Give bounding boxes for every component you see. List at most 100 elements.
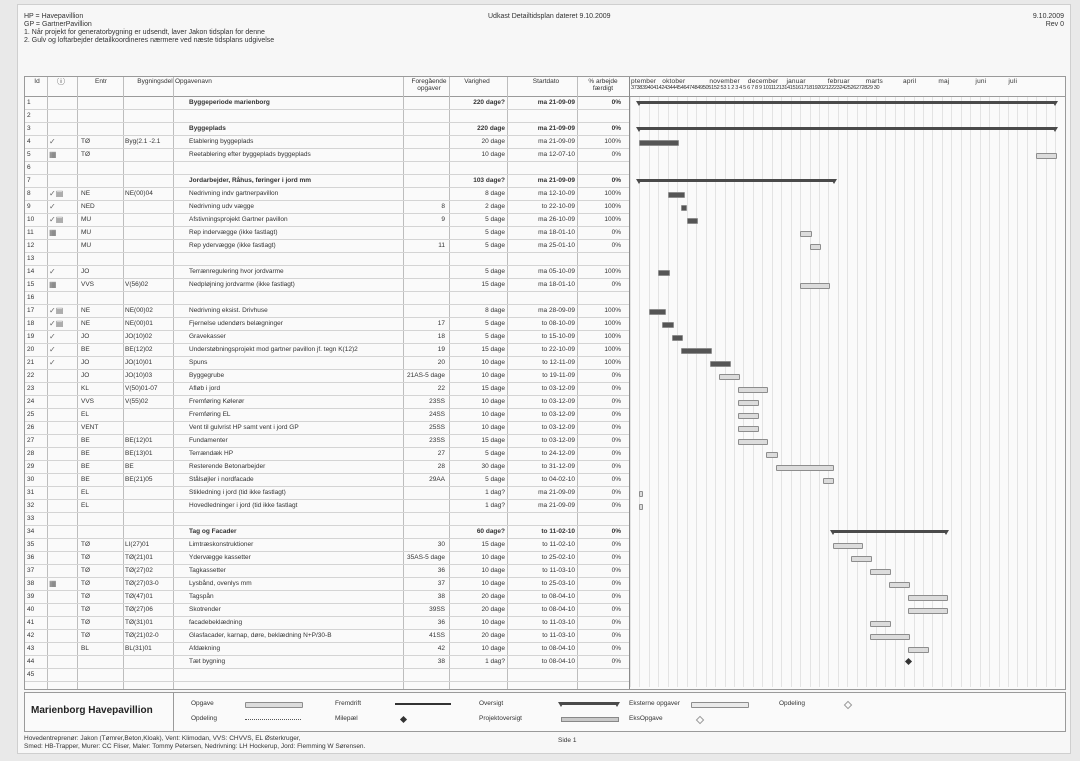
task-bar[interactable] [639,491,644,497]
task-bar[interactable] [648,309,666,315]
table-row[interactable]: 17 ✓▤ NE NE(00)02 Nedrivning eksist. Drivhus… [25,305,629,318]
table-row[interactable]: 43 BL BL(31)01 Afdækning 42 10 dage to 08-04-1… [25,643,629,656]
table-row[interactable]: 2 [25,110,629,123]
task-bar[interactable] [823,478,835,484]
table-row[interactable]: 41 TØ TØ(31)01 facadebeklædning 36 10 dage to … [25,617,629,630]
table-row[interactable]: 23 KL V(50)01-07 Afløb i jord 22 15 dage to 03… [25,383,629,396]
table-row[interactable]: 27 BE BE(12)01 Fundamenter 23SS 15 dage to 03-… [25,435,629,448]
task-bar[interactable] [719,374,740,380]
table-row[interactable]: 15 ▦ VVS V(56)02 Nedpløjning jordvarme (ikke… [25,279,629,292]
table-row[interactable]: 22 JO JO(10)03 Byggegrube 21AS-5 dage 10 dage… [25,370,629,383]
table-row[interactable]: 10 ✓▤ MU Afstivningsprojekt Gartner pavillo… [25,214,629,227]
table-row[interactable]: 8 ✓▤ NE NE(00)04 Nedrivning indv gartnerpavi… [25,188,629,201]
task-bar[interactable] [738,413,759,419]
task-bar[interactable] [671,335,684,341]
table-row[interactable]: 11 ▦ MU Rep indervægge (ikke fastlagt) 5 dag… [25,227,629,240]
task-bar[interactable] [667,192,685,198]
task-bar[interactable] [870,621,892,627]
task-bar[interactable] [681,348,712,354]
task-bar[interactable] [658,270,670,276]
table-row[interactable]: 19 ✓ JO JO(10)02 Gravekasser 18 5 dage to 15-10… [25,331,629,344]
task-bar[interactable] [800,231,812,237]
table-row[interactable]: 35 TØ LI(27)01 Limtræskonstruktioner 30 15 da… [25,539,629,552]
task-bar[interactable] [809,244,821,250]
cell-pred: 24SS [429,411,445,418]
task-bar[interactable] [908,608,948,614]
task-bar[interactable] [851,556,873,562]
table-row[interactable]: 45 [25,669,629,682]
col-entr[interactable]: Entr [95,78,107,85]
table-row[interactable]: 14 ✓ JO Terrænregulering hvor jordvarme 5 da… [25,266,629,279]
table-row[interactable]: 34 Tag og Facader 60 dage? to 11-02-10 0% [25,526,629,539]
table-row[interactable]: 3 Byggeplads 220 dage ma 21-09-09 0% [25,123,629,136]
cell-pred: 22 [437,385,445,392]
table-row[interactable]: 33 [25,513,629,526]
task-bar[interactable] [766,452,778,458]
task-bar[interactable] [738,426,759,432]
table-row[interactable]: 36 TØ TØ(21)01 Ydervægge kassetter 35AS-5 da… [25,552,629,565]
task-bar[interactable] [686,218,699,224]
info-icon[interactable]: ⓘ [57,78,65,85]
table-row[interactable]: 6 [25,162,629,175]
summary-bar[interactable] [829,530,950,535]
col-varighed[interactable]: Varighed [464,78,490,85]
task-bar[interactable] [870,634,911,640]
legend-oversigt-swatch [558,702,620,707]
table-row[interactable]: 20 ✓ BE BE(12)02 Understøbningsprojekt mod g… [25,344,629,357]
table-row[interactable]: 37 TØ TØ(27)02 Tagkassetter 36 10 dage to 11-0… [25,565,629,578]
table-row[interactable]: 32 EL Hovedledninger i jord (tid ikke fast… [25,500,629,513]
summary-bar[interactable] [636,127,1059,132]
task-bar[interactable] [738,387,769,393]
table-row[interactable]: 39 TØ TØ(47)01 Tagspån 38 20 dage to 08-04-10 0… [25,591,629,604]
table-row[interactable]: 40 TØ TØ(27)06 Skotrender 39SS 20 dage to 08-0… [25,604,629,617]
task-bar[interactable] [870,569,892,575]
cell-ind: ▦ [49,579,57,588]
col-startdato[interactable]: Startdato [532,78,560,85]
task-bar[interactable] [1036,153,1058,159]
table-row[interactable]: 25 EL Fremføring EL 24SS 10 dage to 03-12-09 0… [25,409,629,422]
table-row[interactable]: 5 ▦ TØ Reetablering efter byggeplads byggep… [25,149,629,162]
col-id[interactable]: Id [34,78,40,85]
table-row[interactable]: 12 MU Rep ydervægge (ikke fastlagt) 11 5 dag… [25,240,629,253]
task-bar[interactable] [908,647,929,653]
task-bar[interactable] [681,205,688,211]
task-bar[interactable] [709,361,731,367]
task-bar[interactable] [738,400,759,406]
task-bar[interactable] [889,582,911,588]
table-row[interactable]: 7 Jordarbejder, Råhus, føringer i jord mm… [25,175,629,188]
table-row[interactable]: 9 ✓ NED Nedrivning udv vægge 8 2 dage to 22-10… [25,201,629,214]
milestone-marker[interactable] [905,657,913,666]
table-row[interactable]: 38 ▦ TØ TØ(27)03-0 Lysbånd, ovenlys mm 37 10 d… [25,578,629,591]
table-row[interactable]: 4 ✓ TØ Byg(2.1 -2.1 Etablering byggeplads 20 … [25,136,629,149]
col-bygningsdel[interactable]: Bygningsdel [137,78,173,85]
summary-bar[interactable] [636,101,1059,106]
cell-id: 41 [27,619,35,626]
task-bar[interactable] [738,439,769,445]
col-opgavenavn[interactable]: Opgavenavn [175,78,212,85]
col-foregaaende[interactable]: Foregående opgaver [409,78,449,92]
summary-bar[interactable] [636,179,838,184]
table-row[interactable]: 26 VENT Vent til gulvrist HP samt vent i j… [25,422,629,435]
col-pct[interactable]: % arbejde færdigt [581,78,625,92]
cell-start: to 24-12-09 [541,450,575,457]
table-row[interactable]: 16 [25,292,629,305]
table-row[interactable]: 1 Byggeperiode marienborg 220 dage? ma 21-0… [25,97,629,110]
table-row[interactable]: 28 BE BE(13)01 Terrændæk HP 27 5 dage to 24-12… [25,448,629,461]
table-row[interactable]: 44 Tæt bygning 38 1 dag? to 08-04-10 0% [25,656,629,669]
table-row[interactable]: 21 ✓ JO JO(10)01 Spuns 20 10 dage to 12-11-09 10… [25,357,629,370]
table-row[interactable]: 29 BE BE Resterende Betonarbejder 28 30 dage t… [25,461,629,474]
table-row[interactable]: 42 TØ TØ(21)02-0 Glasfacader, karnap, døre,… [25,630,629,643]
table-row[interactable]: 13 [25,253,629,266]
task-bar[interactable] [639,140,680,146]
table-row[interactable]: 31 EL Stikledning i jord (tid ikke fastlag… [25,487,629,500]
table-row[interactable]: 30 BE BE(21)05 Stålsøjler i nordfacade 29AA 5… [25,474,629,487]
task-bar[interactable] [775,465,835,471]
week-gridline [922,97,924,687]
task-bar[interactable] [639,504,644,510]
task-bar[interactable] [832,543,863,549]
task-bar[interactable] [800,283,831,289]
table-row[interactable]: 18 ✓▤ NE NE(00)01 Fjernelse udendørs belægni… [25,318,629,331]
task-bar[interactable] [908,595,948,601]
table-row[interactable]: 24 VVS V(55)02 Fremføring Kølerør 23SS 10 dag… [25,396,629,409]
task-bar[interactable] [662,322,674,328]
